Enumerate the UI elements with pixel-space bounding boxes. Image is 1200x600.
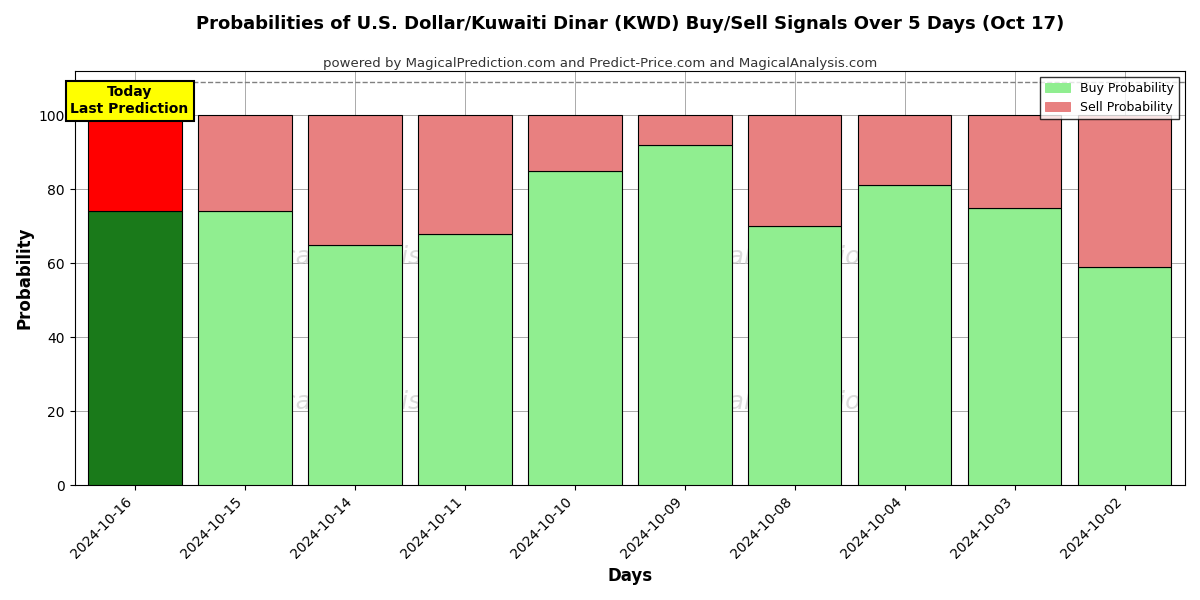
Bar [858,185,952,485]
Text: MagicalPrediction.com: MagicalPrediction.com [655,390,937,414]
Bar [419,115,511,233]
Bar [1078,267,1171,485]
Bar [198,115,292,211]
Bar [638,115,732,145]
Text: Today
Last Prediction: Today Last Prediction [71,85,188,116]
X-axis label: Days: Days [607,567,653,585]
Bar [748,115,841,226]
Bar [638,145,732,485]
Text: MagicalAnalysis.com: MagicalAnalysis.com [222,245,482,269]
Bar [1078,115,1171,267]
Bar [89,211,182,485]
Legend: Buy Probability, Sell Probability: Buy Probability, Sell Probability [1040,77,1178,119]
Bar [89,115,182,211]
Bar [198,211,292,485]
Y-axis label: Probability: Probability [16,227,34,329]
Text: MagicalPrediction.com: MagicalPrediction.com [655,245,937,269]
Bar [968,208,1061,485]
Text: MagicalAnalysis.com: MagicalAnalysis.com [222,390,482,414]
Text: powered by MagicalPrediction.com and Predict-Price.com and MagicalAnalysis.com: powered by MagicalPrediction.com and Pre… [323,56,877,70]
Bar [858,115,952,185]
Bar [419,233,511,485]
Bar [528,170,622,485]
Bar [308,245,402,485]
Bar [748,226,841,485]
Title: Probabilities of U.S. Dollar/Kuwaiti Dinar (KWD) Buy/Sell Signals Over 5 Days (O: Probabilities of U.S. Dollar/Kuwaiti Din… [196,15,1064,33]
Bar [308,115,402,245]
Bar [968,115,1061,208]
Bar [528,115,622,170]
